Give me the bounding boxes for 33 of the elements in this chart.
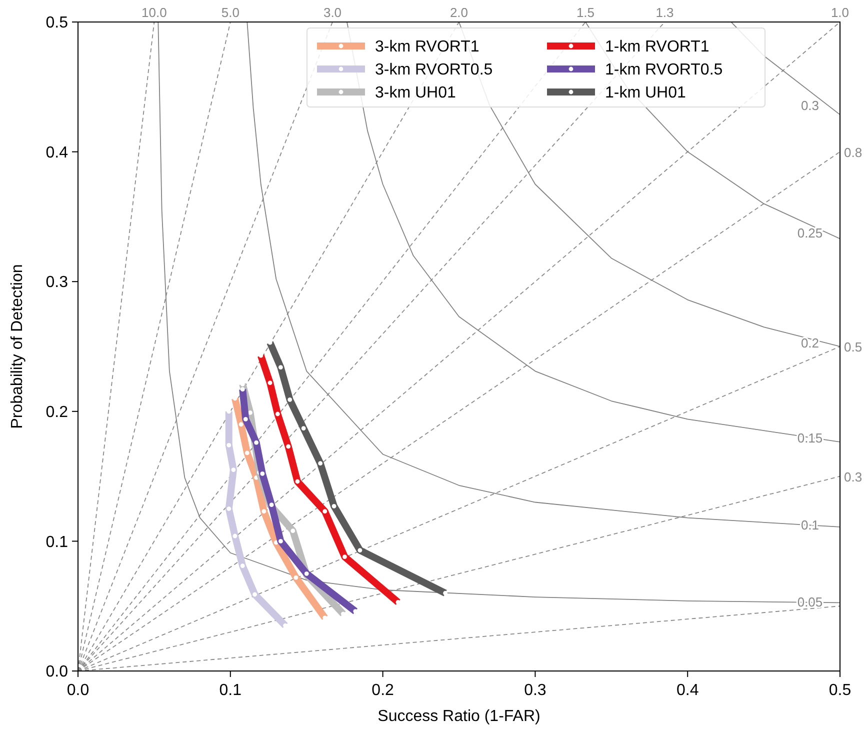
legend-label: 3-km RVORT0.5 bbox=[375, 62, 493, 79]
x-tick-label: 0.2 bbox=[372, 682, 394, 699]
legend-label: 1-km RVORT1 bbox=[605, 38, 710, 56]
y-tick-label: 0.5 bbox=[46, 14, 68, 32]
series-label: 0.3 bbox=[844, 469, 862, 484]
series-label: 0.5 bbox=[844, 340, 862, 354]
series-label: 2.0 bbox=[450, 5, 468, 20]
x-tick-label: 0.0 bbox=[66, 682, 90, 699]
series-label: 0.8 bbox=[844, 144, 862, 160]
y-tick-label: 0.3 bbox=[46, 274, 68, 292]
x-tick-label: 0.4 bbox=[676, 682, 699, 699]
series-label: 0.2 bbox=[800, 336, 820, 351]
legend-label: 3-km UH01 bbox=[375, 84, 456, 102]
x-tick-label: 0.3 bbox=[524, 682, 546, 699]
y-tick-label: 0.1 bbox=[46, 534, 68, 551]
series-label: 1.0 bbox=[830, 5, 850, 20]
series-label: 3.0 bbox=[323, 5, 342, 20]
series-label: 1.5 bbox=[576, 5, 595, 20]
legend-label: 3-km RVORT1 bbox=[375, 38, 480, 56]
series-label: 1.3 bbox=[656, 5, 674, 20]
series-label: 10.0 bbox=[142, 5, 167, 20]
x-tick-label: 0.5 bbox=[828, 682, 852, 699]
legend-label: 1-km UH01 bbox=[605, 84, 686, 102]
x-tick-label: 0.1 bbox=[219, 682, 242, 699]
y-tick-label: 0.4 bbox=[46, 144, 68, 162]
y-tick-label: 0.0 bbox=[46, 664, 68, 681]
series-label: 0.3 bbox=[800, 98, 820, 113]
x-axis-title: Success Ratio (1-FAR) bbox=[378, 708, 540, 725]
y-tick-label: 0.2 bbox=[46, 404, 68, 421]
y-axis-title: Probability of Detection bbox=[9, 264, 26, 429]
series-label: 0.25 bbox=[797, 226, 823, 241]
legend-label: 1-km RVORT0.5 bbox=[605, 62, 723, 79]
series-label: 5.0 bbox=[221, 5, 240, 20]
